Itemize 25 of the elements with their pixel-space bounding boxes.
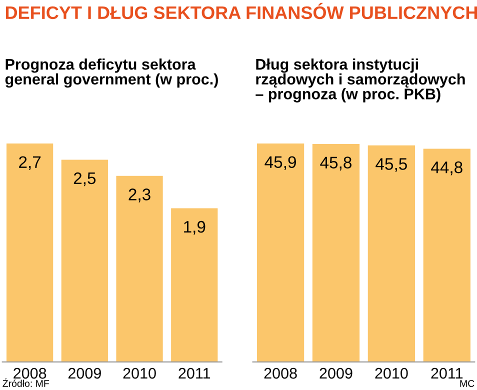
bar (171, 208, 218, 362)
bar (61, 160, 108, 362)
data-label: 44,8 (431, 161, 462, 176)
x-tick-label: 2010 (375, 368, 408, 379)
data-label: 45,9 (264, 156, 296, 170)
data-label: 1,9 (184, 220, 206, 235)
x-tick-label: 2008 (264, 368, 297, 379)
x-tick-label: 2011 (431, 368, 463, 379)
data-label: 45,8 (320, 156, 352, 170)
x-tick-label: 2009 (68, 368, 101, 379)
data-label: 2,5 (74, 172, 96, 186)
chart-title: Prognoza deficytu sektora general government (w proc.) (5, 58, 218, 88)
data-label: 2,7 (19, 156, 41, 170)
text: MC (460, 380, 474, 387)
bar (116, 176, 163, 362)
text: Źródło: MF (2, 378, 49, 387)
x-tick-label: 2009 (320, 368, 352, 379)
data-label: 45,5 (376, 158, 407, 172)
text: DEFICYT I DŁUG SEKTORA FINANSÓW PUBLICZNYCH (6, 2, 477, 20)
x-tick-label: 2008 (14, 368, 46, 379)
x-tick-label: 2011 (178, 368, 210, 379)
chart-title: Dług sektora instytucji rządowych i samorządowych – prognoza (w proc. PKB) (256, 58, 465, 102)
x-tick-label: 2010 (123, 368, 156, 379)
data-label: 2,3 (128, 188, 150, 202)
bar (6, 144, 54, 362)
